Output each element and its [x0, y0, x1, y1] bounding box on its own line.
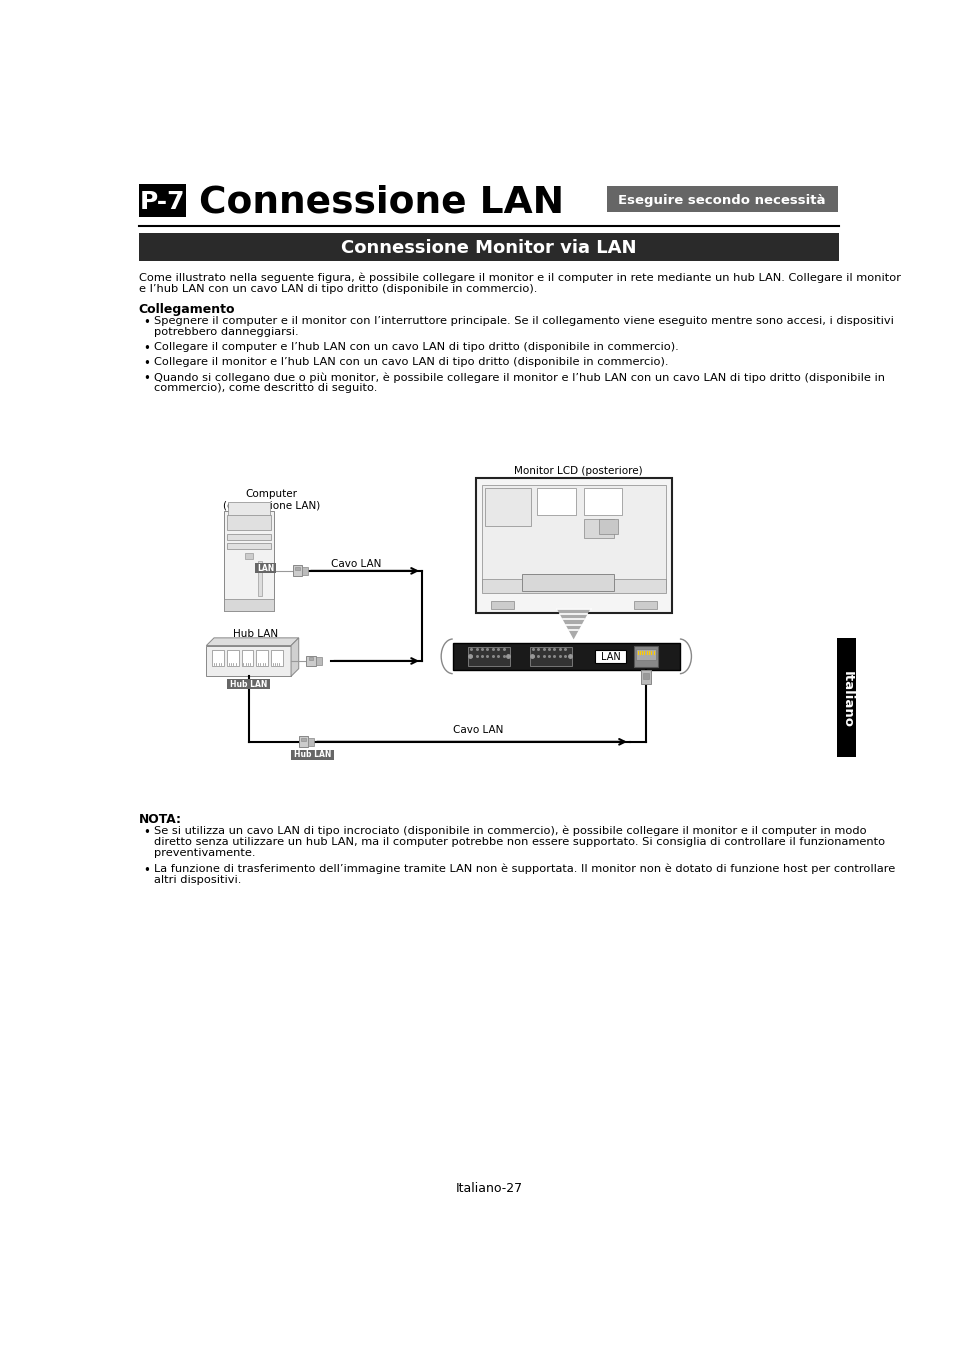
Bar: [227, 514, 271, 531]
Bar: [138, 232, 839, 261]
Bar: [256, 651, 268, 666]
Bar: [598, 518, 618, 533]
Bar: [298, 736, 308, 747]
Bar: [633, 601, 656, 609]
Bar: [257, 560, 261, 595]
Text: •: •: [143, 373, 150, 385]
Bar: [640, 670, 650, 684]
Bar: [227, 543, 271, 549]
Bar: [484, 487, 531, 526]
Bar: [583, 487, 621, 514]
Bar: [468, 647, 510, 667]
Text: potrebbero danneggiarsi.: potrebbero danneggiarsi.: [153, 327, 298, 338]
Text: altri dispositivi.: altri dispositivi.: [153, 875, 241, 886]
Bar: [481, 579, 665, 593]
Bar: [206, 645, 291, 676]
Bar: [308, 738, 314, 745]
Text: Computer
(connessione LAN): Computer (connessione LAN): [223, 489, 320, 510]
Text: Cavo LAN: Cavo LAN: [331, 559, 381, 568]
Text: Cavo LAN: Cavo LAN: [453, 725, 502, 734]
Bar: [301, 738, 305, 741]
Bar: [309, 657, 313, 660]
Polygon shape: [206, 637, 298, 645]
Bar: [224, 510, 274, 612]
Bar: [521, 574, 614, 591]
Text: •: •: [143, 864, 150, 878]
Text: Hub LAN: Hub LAN: [233, 629, 278, 639]
Bar: [606, 186, 837, 212]
Text: preventivamente.: preventivamente.: [153, 848, 255, 859]
Bar: [254, 563, 276, 574]
Text: •: •: [143, 358, 150, 370]
Text: Monitor LCD (posteriore): Monitor LCD (posteriore): [514, 466, 642, 477]
Bar: [291, 749, 334, 760]
Bar: [642, 674, 648, 679]
Bar: [293, 566, 301, 576]
Bar: [481, 485, 665, 589]
Bar: [583, 518, 614, 537]
Text: •: •: [143, 316, 150, 329]
Text: Connessione LAN: Connessione LAN: [198, 185, 563, 221]
Text: Spegnere il computer e il monitor con l’interruttore principale. Se il collegame: Spegnere il computer e il monitor con l’…: [153, 316, 893, 325]
Bar: [633, 647, 658, 667]
Bar: [228, 502, 270, 517]
Bar: [227, 533, 271, 540]
Bar: [315, 657, 321, 664]
Text: Collegamento: Collegamento: [138, 302, 234, 316]
Text: Come illustrato nella seguente figura, è possibile collegare il monitor e il com: Come illustrato nella seguente figura, è…: [138, 273, 900, 282]
Polygon shape: [557, 609, 590, 640]
Text: •: •: [143, 826, 150, 838]
Text: e l’hub LAN con un cavo LAN di tipo dritto (disponibile in commercio).: e l’hub LAN con un cavo LAN di tipo drit…: [138, 284, 537, 294]
Text: Quando si collegano due o più monitor, è possibile collegare il monitor e l’hub : Quando si collegano due o più monitor, è…: [153, 373, 884, 382]
Text: P-7: P-7: [139, 190, 185, 215]
Bar: [595, 651, 625, 663]
Text: •: •: [143, 342, 150, 355]
Bar: [224, 599, 274, 612]
Text: Italiano-27: Italiano-27: [455, 1183, 522, 1195]
Text: Collegare il monitor e l’hub LAN con un cavo LAN di tipo dritto (disponibile in : Collegare il monitor e l’hub LAN con un …: [153, 358, 668, 367]
Bar: [529, 647, 572, 667]
Text: Collegare il computer e l’hub LAN con un cavo LAN di tipo dritto (disponibile in: Collegare il computer e l’hub LAN con un…: [153, 342, 678, 352]
Bar: [306, 656, 315, 667]
Text: LAN: LAN: [600, 652, 619, 662]
Text: La funzione di trasferimento dell’immagine tramite LAN non è supportata. Il moni: La funzione di trasferimento dell’immagi…: [153, 864, 894, 875]
Text: Hub LAN: Hub LAN: [230, 680, 267, 690]
Bar: [836, 637, 856, 757]
Text: diretto senza utilizzare un hub LAN, ma il computer potrebbe non essere supporta: diretto senza utilizzare un hub LAN, ma …: [153, 837, 884, 846]
Bar: [537, 487, 576, 514]
Text: Italiano: Italiano: [840, 671, 853, 728]
Bar: [453, 643, 679, 670]
Bar: [301, 567, 308, 575]
Bar: [294, 567, 299, 570]
Bar: [213, 651, 224, 666]
Text: Connessione Monitor via LAN: Connessione Monitor via LAN: [341, 239, 636, 258]
Bar: [271, 651, 282, 666]
Polygon shape: [291, 637, 298, 676]
Text: Hub LAN: Hub LAN: [294, 751, 331, 760]
Text: LAN: LAN: [256, 564, 274, 572]
Bar: [227, 651, 238, 666]
Text: commercio), come descritto di seguito.: commercio), come descritto di seguito.: [153, 383, 377, 393]
Bar: [245, 554, 253, 559]
Bar: [476, 478, 672, 613]
Bar: [241, 651, 253, 666]
Bar: [636, 648, 656, 660]
Text: NOTA:: NOTA:: [138, 813, 181, 826]
Bar: [227, 679, 270, 690]
Text: Eseguire secondo necessità: Eseguire secondo necessità: [618, 194, 825, 207]
Bar: [138, 184, 186, 217]
Text: Se si utilizza un cavo LAN di tipo incrociato (disponibile in commercio), è poss: Se si utilizza un cavo LAN di tipo incro…: [153, 826, 865, 836]
Bar: [491, 601, 514, 609]
